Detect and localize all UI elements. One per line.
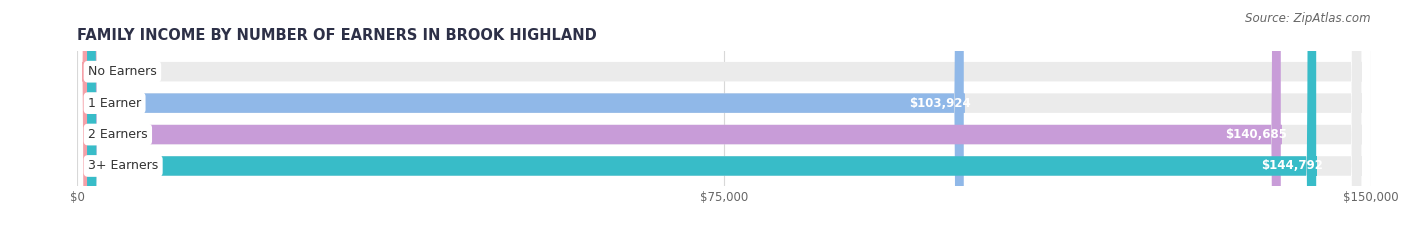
FancyBboxPatch shape xyxy=(87,0,1316,233)
FancyBboxPatch shape xyxy=(87,0,1361,233)
FancyBboxPatch shape xyxy=(87,0,963,233)
FancyBboxPatch shape xyxy=(87,0,1361,233)
Text: 3+ Earners: 3+ Earners xyxy=(89,159,159,172)
FancyBboxPatch shape xyxy=(82,0,97,233)
FancyBboxPatch shape xyxy=(87,0,1361,233)
Text: 2 Earners: 2 Earners xyxy=(89,128,148,141)
FancyBboxPatch shape xyxy=(87,0,1361,233)
FancyBboxPatch shape xyxy=(87,0,1281,233)
Text: $144,792: $144,792 xyxy=(1261,159,1323,172)
Text: $140,685: $140,685 xyxy=(1226,128,1288,141)
Text: FAMILY INCOME BY NUMBER OF EARNERS IN BROOK HIGHLAND: FAMILY INCOME BY NUMBER OF EARNERS IN BR… xyxy=(77,28,598,43)
Text: 1 Earner: 1 Earner xyxy=(89,97,141,110)
Text: $0: $0 xyxy=(107,65,122,78)
Text: $103,924: $103,924 xyxy=(908,97,970,110)
Text: Source: ZipAtlas.com: Source: ZipAtlas.com xyxy=(1246,12,1371,25)
Text: No Earners: No Earners xyxy=(89,65,157,78)
